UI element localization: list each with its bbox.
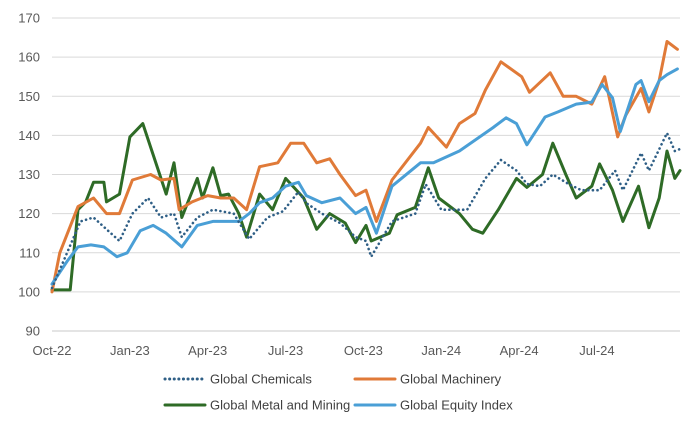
legend-label: Global Chemicals (210, 372, 312, 387)
series-line-global-chemicals (50, 131, 682, 290)
legend-label: Global Machinery (400, 372, 502, 387)
legend-label: Global Metal and Mining (210, 398, 350, 413)
y-tick-label: 90 (26, 324, 40, 339)
x-tick-label: Jul-24 (579, 343, 614, 358)
series-line-global-equity-index (50, 67, 679, 286)
x-tick-label: Oct-22 (32, 343, 71, 358)
y-tick-label: 150 (18, 89, 40, 104)
legend-label: Global Equity Index (400, 398, 513, 413)
y-tick-label: 160 (18, 50, 40, 65)
legend: Global Chemicals Global Machinery Global M… (163, 372, 513, 413)
series-line-global-machinery (50, 40, 679, 294)
y-tick-label: 110 (19, 245, 40, 260)
y-tick-label: 140 (18, 128, 40, 143)
series-lines (50, 40, 682, 294)
x-tick-label: Apr-24 (500, 343, 539, 358)
x-tick-label: Jan-23 (110, 343, 150, 358)
gridlines (52, 17, 680, 332)
x-axis-ticks: Oct-22 Jan-23 Apr-23 Jul-23 Oct-23 Jan-24 Apr-… (32, 343, 614, 358)
y-tick-label: 170 (18, 11, 40, 26)
y-axis-ticks: 90 100 110 120 130 140 150 160 170 (18, 11, 40, 339)
y-tick-label: 100 (18, 284, 40, 299)
x-tick-label: Jan-24 (421, 343, 461, 358)
x-tick-label: Apr-23 (188, 343, 227, 358)
x-tick-label: Oct-23 (344, 343, 383, 358)
y-tick-label: 130 (18, 167, 40, 182)
y-tick-label: 120 (18, 206, 40, 221)
x-tick-label: Jul-23 (268, 343, 303, 358)
